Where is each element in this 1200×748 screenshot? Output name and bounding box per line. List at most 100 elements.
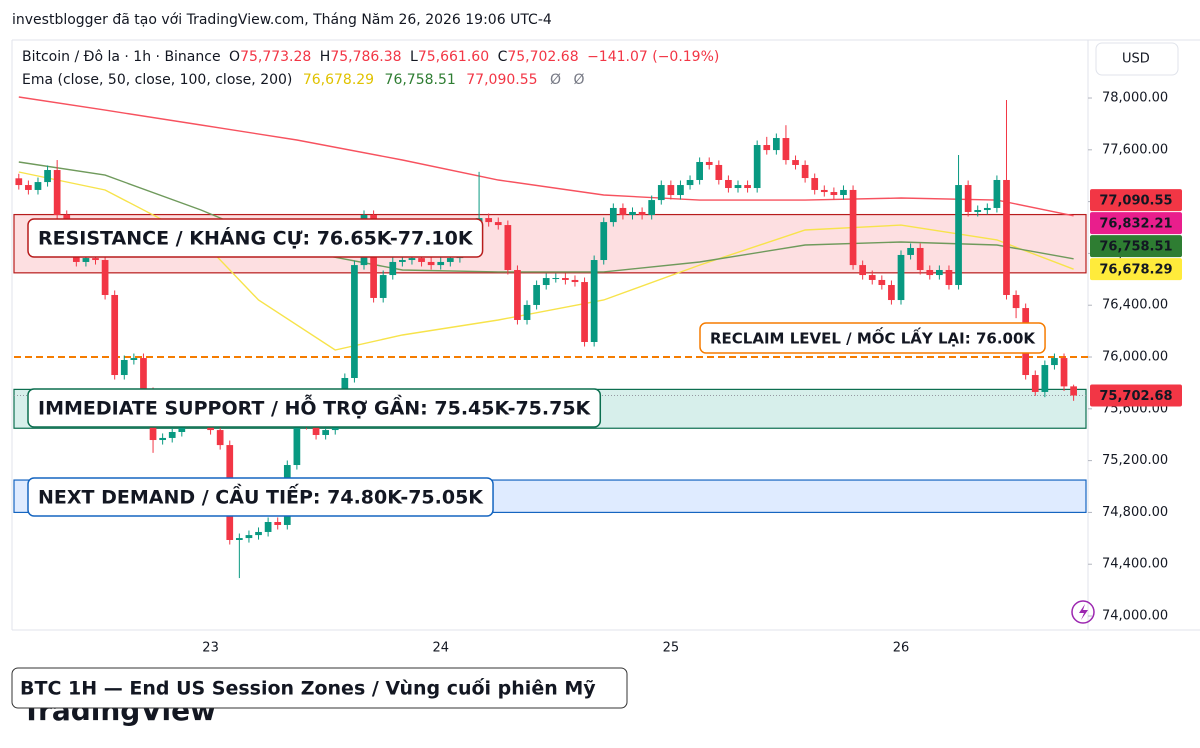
- zone-label: RECLAIM LEVEL / MỐC LẤY LẠI: 76.00K: [710, 327, 1036, 348]
- candle-body: [235, 538, 243, 540]
- candle-body: [849, 189, 857, 266]
- indicator: Ema (close, 50, close, 100, close, 200): [22, 72, 292, 88]
- candle-body: [571, 279, 579, 283]
- ohlc-value: 75,661.60: [418, 49, 489, 65]
- candle-body: [897, 254, 905, 301]
- candle-body: [686, 179, 694, 186]
- candle-body: [945, 269, 953, 286]
- symbol: Bitcoin / Đô la · 1h · Binance: [22, 49, 221, 65]
- currency-button[interactable]: [1095, 42, 1179, 76]
- candle-body: [715, 164, 723, 180]
- ema-line: [18, 96, 1074, 217]
- alert-icon[interactable]: [1071, 600, 1095, 624]
- candle-body: [955, 185, 962, 286]
- candle-body: [590, 260, 598, 342]
- price-tag-label: 76,678.29: [1099, 263, 1172, 278]
- candle-body: [399, 260, 406, 262]
- ohlc-key: C: [498, 49, 508, 65]
- ohlc-key: O: [229, 49, 240, 65]
- candle-body: [1012, 294, 1020, 309]
- candle-body: [53, 170, 61, 215]
- zone-label: IMMEDIATE SUPPORT / HỖ TRỢ GẦN: 75.45K-7…: [38, 393, 592, 420]
- alert-bolt: [1079, 604, 1088, 620]
- zone: [13, 213, 1087, 274]
- ohlc-value: 75,786.38: [330, 49, 401, 65]
- candle-body: [389, 261, 397, 276]
- candle-body: [734, 185, 742, 189]
- candle-body: [993, 179, 1001, 208]
- candle-body: [341, 377, 349, 395]
- indicator-row: Ema (close, 50, close, 100, close, 200) …: [22, 72, 585, 88]
- candle-body: [936, 269, 943, 276]
- plot-area: RESISTANCE / KHÁNG CỰ: 76.65K-77.10K IMME…: [13, 96, 1088, 579]
- attribution: investblogger đã tạo với TradingView.com…: [12, 12, 552, 28]
- candle-body: [44, 170, 51, 183]
- candle-body: [619, 207, 627, 215]
- candle-body: [437, 261, 445, 266]
- price-tag-label: 76,832.21: [1099, 217, 1172, 232]
- candle-body: [351, 265, 358, 378]
- candle-body: [878, 279, 886, 286]
- candle-body: [494, 222, 502, 226]
- candle-body: [562, 278, 569, 280]
- candle-body: [859, 265, 867, 276]
- ohlc-key: L: [410, 49, 418, 65]
- candle-body: [92, 258, 99, 261]
- candle-body: [533, 285, 540, 305]
- candle-body: [782, 138, 790, 161]
- zone-label-box: [699, 322, 1046, 354]
- candle-body: [168, 431, 176, 438]
- candle-body: [983, 207, 991, 211]
- price-axis: 74,000.0074,400.0074,800.0075,200.0075,6…: [1088, 91, 1182, 624]
- candle-body: [811, 178, 819, 190]
- ohlc-value: 75,702.68: [507, 49, 578, 65]
- ema-value: 77,090.55: [466, 72, 537, 88]
- candle-body: [322, 430, 330, 435]
- chart-title: BTC 1H — End US Session Zones / Vùng cuố…: [20, 677, 596, 700]
- candle-body: [25, 185, 32, 190]
- y-tick-label: 74,800.00: [1102, 505, 1168, 520]
- candle-body: [82, 258, 90, 262]
- y-tick-label: 74,000.00: [1102, 609, 1168, 624]
- candle-body: [1041, 365, 1049, 392]
- candle-body: [504, 225, 512, 270]
- currency[interactable]: USD: [1122, 52, 1150, 67]
- price-tag: [1090, 212, 1182, 235]
- candle-body: [552, 278, 560, 280]
- candle-body: [274, 521, 282, 525]
- candle-body: [677, 185, 684, 196]
- candle-body: [1031, 375, 1039, 392]
- candle-body: [801, 164, 809, 179]
- ohlc-key: H: [320, 49, 331, 65]
- candle-body: [705, 161, 713, 165]
- candle-body: [753, 145, 761, 189]
- x-tick-label: 26: [893, 641, 910, 656]
- y-tick-label: 74,400.00: [1102, 557, 1168, 572]
- candle-body: [763, 145, 771, 151]
- candle-body: [840, 189, 847, 196]
- price-tag-label: 75,702.68: [1099, 389, 1172, 404]
- candle-body: [609, 207, 617, 223]
- candle-body: [408, 258, 416, 261]
- candle-body: [111, 294, 119, 376]
- price-tag-label: 77,090.55: [1099, 194, 1172, 209]
- ema-line: [18, 161, 1074, 273]
- candle-body: [523, 304, 531, 320]
- candle-body: [101, 260, 109, 295]
- zone-label: RESISTANCE / KHÁNG CỰ: 76.65K-77.10K: [38, 227, 474, 250]
- ohlc-value: 75,773.28: [240, 49, 311, 65]
- indicator-extra: Ø: [550, 72, 561, 88]
- candle-body: [542, 278, 550, 286]
- candle-body: [974, 210, 982, 212]
- indicator-extra: Ø: [573, 72, 584, 88]
- candle-body: [140, 358, 147, 392]
- candle-body: [696, 161, 703, 180]
- candle-body: [514, 269, 521, 320]
- candle-body: [255, 531, 262, 536]
- x-tick-label: 24: [432, 641, 449, 656]
- candle-body: [1051, 358, 1058, 366]
- price-tag-label: 76,758.51: [1099, 240, 1172, 255]
- candle-body: [907, 247, 914, 255]
- price-tag: [1090, 258, 1182, 281]
